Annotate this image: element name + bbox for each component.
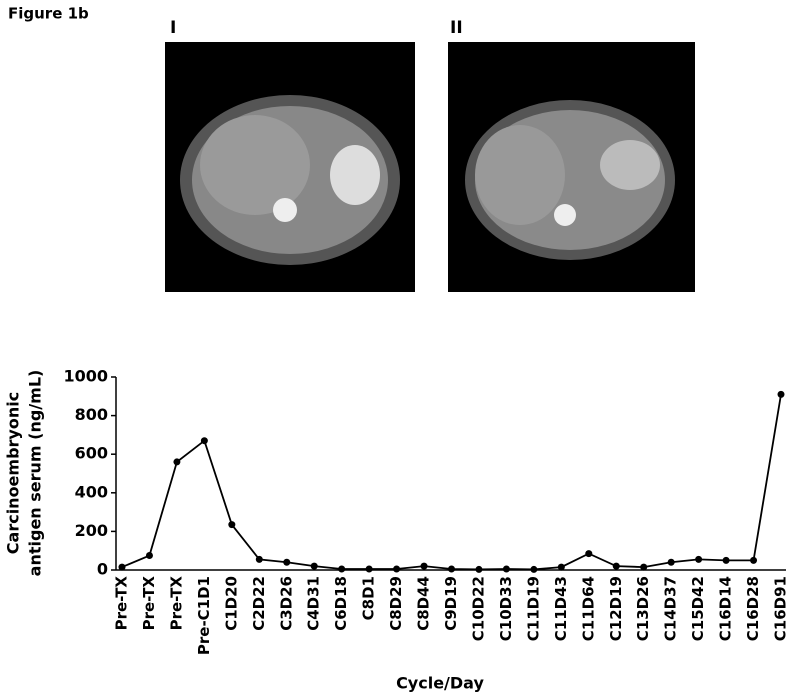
ct-image <box>165 42 415 292</box>
data-point <box>393 565 401 573</box>
data-line <box>121 394 782 571</box>
data-point <box>777 390 785 398</box>
x-tick-label: C8D44 <box>415 576 433 631</box>
x-tick-label: C1D20 <box>222 576 240 631</box>
y-tick-label: 800 <box>75 405 108 424</box>
x-tick-label: C8D29 <box>387 576 405 631</box>
x-tick-label: Pre-TX <box>167 576 185 631</box>
x-tick-label: Pre-C1D1 <box>195 576 213 655</box>
data-point <box>283 558 291 566</box>
x-tick-label: C15D42 <box>689 576 707 641</box>
data-point <box>173 458 181 466</box>
figure-title: Figure 1b <box>8 5 89 23</box>
data-point <box>200 437 208 445</box>
x-axis-label: Cycle/Day <box>396 674 484 693</box>
x-tick-label: Pre-TX <box>113 576 131 631</box>
data-point <box>667 558 675 566</box>
y-axis-label: antigen serum (ng/mL) <box>26 370 45 577</box>
data-point <box>228 521 236 529</box>
x-tick-label: C3D26 <box>277 576 295 631</box>
x-tick-label: C11D64 <box>579 576 597 641</box>
x-tick-label: C10D33 <box>497 576 515 641</box>
data-point <box>310 562 318 570</box>
panel-label: I <box>170 18 176 38</box>
data-point <box>118 563 126 571</box>
x-tick-label: C12D19 <box>607 576 625 641</box>
data-point <box>338 565 346 573</box>
y-tick-label: 200 <box>75 521 108 540</box>
x-tick-label: C8D1 <box>360 576 378 620</box>
x-tick-label: C2D22 <box>250 576 268 631</box>
x-tick-label: C6D18 <box>332 576 350 631</box>
data-point <box>530 565 538 573</box>
ct-image <box>448 42 695 292</box>
x-tick-label: C16D91 <box>772 576 790 641</box>
data-point <box>585 550 593 558</box>
x-tick-label: C13D26 <box>634 576 652 641</box>
data-point <box>612 562 620 570</box>
panel-label: II <box>450 18 463 38</box>
x-tick-label: C11D19 <box>524 576 542 641</box>
data-point <box>255 555 263 563</box>
data-point <box>475 565 483 573</box>
data-point <box>557 563 565 571</box>
y-tick-label: 1000 <box>63 367 108 386</box>
x-tick-label: C16D14 <box>717 576 735 641</box>
x-tick-label: C14D37 <box>662 576 680 641</box>
x-tick-label: C16D28 <box>744 576 762 641</box>
data-point <box>722 556 730 564</box>
y-tick-label: 0 <box>97 560 108 579</box>
x-tick-label: C4D31 <box>305 576 323 631</box>
y-axis-label: Carcinoembryonic <box>4 392 23 554</box>
data-point <box>502 565 510 573</box>
x-tick-label: C9D19 <box>442 576 460 631</box>
data-point <box>420 562 428 570</box>
y-tick-label: 600 <box>75 444 108 463</box>
data-point <box>750 556 758 564</box>
data-point <box>365 565 373 573</box>
data-point <box>695 555 703 563</box>
data-point <box>145 552 153 560</box>
data-point <box>448 565 455 573</box>
x-tick-label: C11D43 <box>552 576 570 641</box>
x-tick-label: C10D22 <box>469 576 487 641</box>
data-point <box>640 563 648 571</box>
x-tick-label: Pre-TX <box>140 576 158 631</box>
y-tick-label: 400 <box>75 482 108 501</box>
